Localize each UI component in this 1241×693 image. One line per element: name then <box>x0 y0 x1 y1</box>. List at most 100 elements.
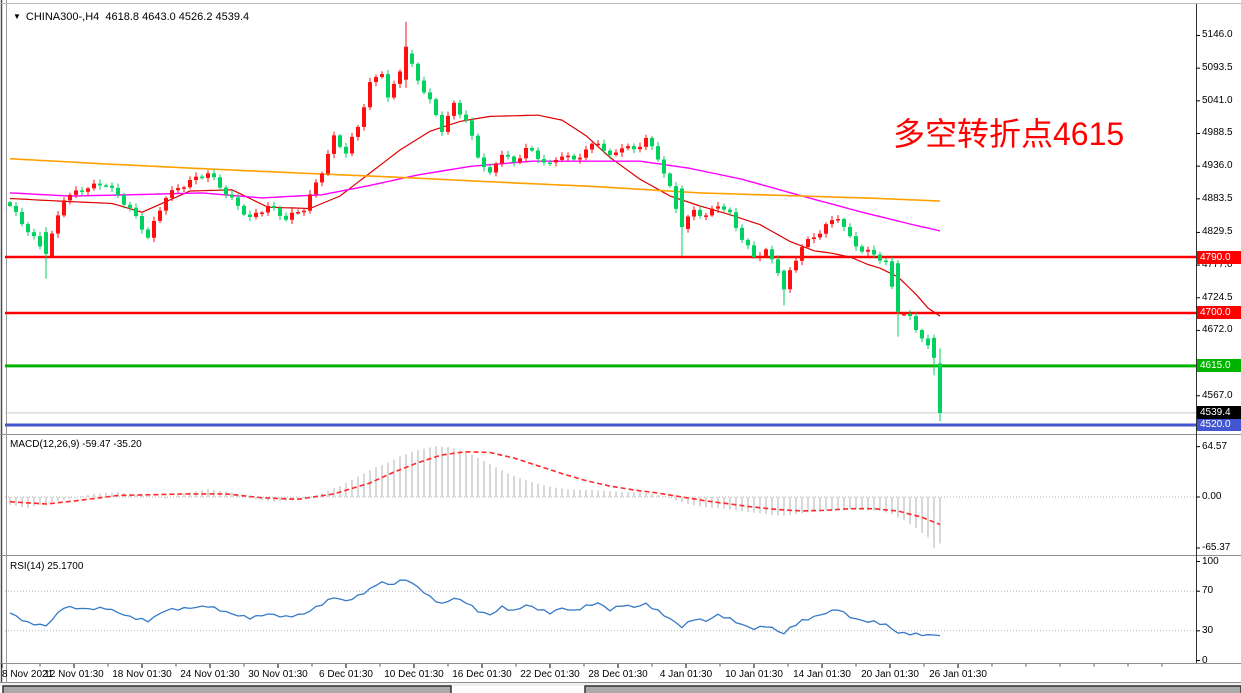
rsi-tick-label: 100 <box>1202 555 1219 567</box>
candle-body <box>146 229 150 238</box>
price-tick-label: 4936.0 <box>1202 160 1233 172</box>
price-tick-label: 5146.0 <box>1202 29 1233 41</box>
candle-body <box>8 202 12 206</box>
candle-body <box>488 167 492 173</box>
candle-body <box>896 263 900 312</box>
time-axis-label: 14 Jan 01:30 <box>793 669 851 680</box>
price-level-badge: 4615.0 <box>1197 359 1241 373</box>
candle-body <box>254 212 258 218</box>
candle-body <box>470 120 474 136</box>
candle-body <box>266 205 270 213</box>
time-axis-label: 24 Nov 01:30 <box>180 669 240 680</box>
rsi-tick-label: 0 <box>1202 654 1208 666</box>
candle-body <box>326 153 330 174</box>
candle-body <box>338 135 342 147</box>
footer-window-2[interactable] <box>584 685 1241 693</box>
candle-body <box>392 83 396 98</box>
candle-body <box>368 82 372 108</box>
candle-body <box>608 150 612 155</box>
candle-body <box>218 177 222 188</box>
candle-body <box>572 155 576 160</box>
candle-body <box>20 211 24 225</box>
candle-body <box>200 176 204 179</box>
candle-body <box>584 149 588 158</box>
price-tick-label: 4724.5 <box>1202 291 1233 303</box>
footer-window-1[interactable] <box>2 685 452 693</box>
candle-body <box>68 194 72 201</box>
time-axis-label: 16 Dec 01:30 <box>452 669 512 680</box>
candle-body <box>32 232 36 237</box>
chart-annotation-text: 多空转折点4615 <box>893 116 1125 152</box>
candle-body <box>284 215 288 220</box>
symbol-dropdown-icon[interactable]: ▼ <box>13 12 21 21</box>
candle-body <box>170 190 174 198</box>
candle-body <box>920 330 924 339</box>
candle-body <box>590 143 594 150</box>
candle-body <box>854 236 858 247</box>
macd-signal-line <box>9 450 941 526</box>
time-axis-label: 10 Jan 01:30 <box>725 669 783 680</box>
candle-body <box>746 239 750 246</box>
candle-body <box>224 187 228 195</box>
candle-body <box>464 114 468 121</box>
candle-body <box>188 180 192 188</box>
candle-body <box>410 53 414 64</box>
candle-body <box>764 249 768 257</box>
candle-body <box>122 195 126 205</box>
current-price-badge: 4539.4 <box>1197 406 1241 420</box>
candle-body <box>884 260 888 263</box>
candle-body <box>98 183 102 186</box>
candle-body <box>518 158 522 163</box>
candle-body <box>908 313 912 317</box>
candle-body <box>782 270 786 290</box>
candle-body <box>752 245 756 257</box>
candle-body <box>728 209 732 213</box>
candle-body <box>578 157 582 160</box>
price-tick-label: 4988.5 <box>1202 127 1233 139</box>
candle-body <box>38 236 42 247</box>
candle-body <box>716 206 720 209</box>
candle-body <box>848 226 852 237</box>
price-tick-label: 4883.5 <box>1202 192 1233 204</box>
candle-body <box>380 74 384 77</box>
candle-body <box>128 204 132 208</box>
time-axis-label: 10 Dec 01:30 <box>384 669 444 680</box>
candle-body <box>800 247 804 261</box>
ma-mid-line <box>9 160 941 232</box>
candle-body <box>662 159 666 174</box>
candle-body <box>692 209 696 217</box>
candle-body <box>554 159 558 163</box>
candle-body <box>776 259 780 274</box>
candle-body <box>494 163 498 173</box>
candle-body <box>536 150 540 160</box>
time-axis-label: 4 Jan 01:30 <box>659 669 713 680</box>
price-tick-label: 4672.0 <box>1202 324 1233 336</box>
chart-title-symbol: CHINA300-,H4 <box>25 11 100 23</box>
chart-title: ▼ CHINA300-,H4 4618.8 4643.0 4526.2 4539.… <box>13 11 249 23</box>
candle-body <box>794 260 798 271</box>
candle-body <box>440 114 444 132</box>
candle-body <box>602 143 606 151</box>
price-level-badge: 4790.0 <box>1197 250 1241 264</box>
candle-body <box>512 156 516 163</box>
candle-body <box>428 92 432 100</box>
candle-body <box>236 197 240 206</box>
candle-body <box>278 207 282 216</box>
price-tick-label: 5041.0 <box>1202 94 1233 106</box>
rsi-tick-label: 70 <box>1202 585 1214 597</box>
price-tick-label: 4567.0 <box>1202 389 1233 401</box>
candle-body <box>902 313 906 316</box>
candle-body <box>344 146 348 154</box>
candle-body <box>872 249 876 255</box>
candle-body <box>938 363 942 413</box>
candle-body <box>152 220 156 238</box>
candle-body <box>104 185 108 187</box>
candle-body <box>110 185 114 188</box>
ma-slow-line <box>9 157 941 202</box>
price-level-badge: 4700.0 <box>1197 306 1241 320</box>
candle-body <box>740 227 744 240</box>
price-level-badge: 4520.0 <box>1197 418 1241 432</box>
candle-body <box>176 188 180 191</box>
